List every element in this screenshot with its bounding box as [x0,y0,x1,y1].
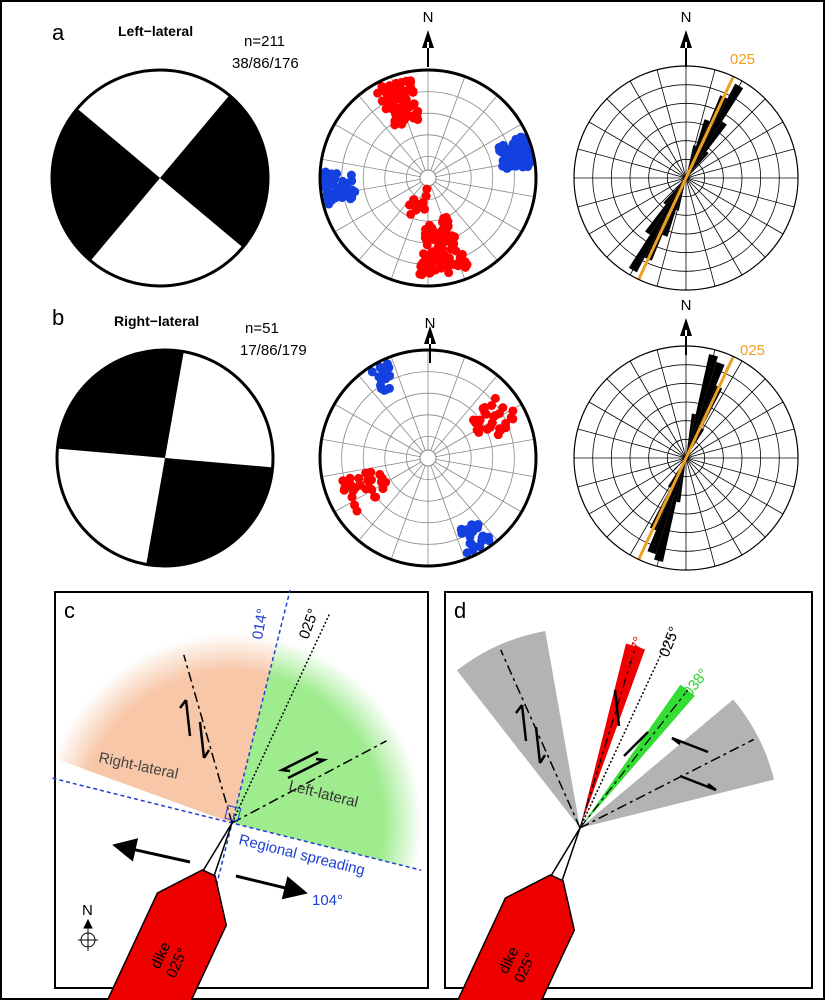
strike-label: 025 [740,342,765,359]
north-label: N [681,297,692,314]
pole-dot [392,110,401,119]
north-label: N [423,9,434,26]
spreading-arrow [236,876,302,892]
angle-label: 025° [656,624,683,659]
pole-dot [378,484,387,493]
pole-dot [468,523,477,532]
count: n=51 [245,320,279,337]
pole-dot [514,160,523,169]
spreading-arrow [118,846,190,862]
pole-dot [436,263,445,272]
pole-dot [413,200,422,209]
pole-dot [491,394,500,403]
pole-dot [466,538,475,547]
panel-label: a [52,20,65,45]
pole-dot [495,146,504,155]
pole-dot [412,110,421,119]
pole-dot [406,210,415,219]
pole-dot [365,483,374,492]
pole-dot [381,385,390,394]
pole-dot [347,171,356,180]
pole-dot [352,507,361,516]
pole-dot [367,475,376,484]
pole-dot [444,268,453,277]
pole-dot [409,88,418,97]
count: n=211 [244,33,285,50]
pole-dot [392,88,401,97]
north-arrow [680,30,692,67]
pole-dot [422,192,431,201]
pole-dot [370,492,379,501]
right-lateral-field [457,631,580,828]
pole-dot [401,87,410,96]
pole-dot [439,214,448,223]
figure: a Left−lateral n=211 38/86/176 N N 025 b… [0,0,825,1000]
north-label: N [681,9,692,26]
angle-label: 017° [623,635,647,669]
pole-dot [509,145,518,154]
compressional-quadrant [146,458,272,566]
pole-dot [428,251,437,260]
pole-dot [440,252,449,261]
pole-dot [498,162,507,171]
pole-dot [382,104,391,113]
pole-dot [406,77,415,86]
pole-dot [496,426,505,435]
pole-dot [428,235,437,244]
pole-dot [390,120,399,129]
dike: dike025° [453,812,615,1000]
pole-dot [474,418,483,427]
pole-dot [321,167,330,176]
pole-dot [378,476,387,485]
panel-title: Right−lateral [114,313,199,329]
pole-dot [491,411,500,420]
pole-dot [421,233,430,242]
mechanism: 38/86/176 [232,55,299,72]
pole-dot [520,142,529,151]
pole-dot [336,191,345,200]
pole-dot [438,244,447,253]
pole-dot [478,531,487,540]
pole-dot [447,245,456,254]
panel-title: Left−lateral [118,23,193,39]
pole-dot [523,162,532,171]
pole-dot [424,265,433,274]
pole-dot [457,529,466,538]
pole-dot [440,225,449,234]
pole-dot [323,194,332,203]
pole-dot [385,371,394,380]
pole-dot [450,232,459,241]
dike-feeder [203,820,237,875]
north-symbol [78,920,98,951]
pole-dot [380,86,389,95]
mechanism: 17/86/179 [240,342,307,359]
north-label: N [82,902,93,919]
north-arrow [422,30,434,67]
pole-dot [342,180,351,189]
panel-d: dike025° [453,631,774,1000]
pole-dot [355,481,364,490]
pole-dot [506,162,515,171]
panel-label: b [52,305,64,330]
pole-dot [405,201,414,210]
pole-dot [479,404,488,413]
panel-label: c [64,598,75,623]
strike-label: 025 [730,51,755,68]
pole-dot [498,403,507,412]
panel-label: d [454,598,466,623]
pole-dot [486,423,495,432]
pole-dot [344,478,353,487]
angle-label: 014° [249,607,271,641]
dike-feeder [551,825,585,880]
compressional-quadrant [57,350,183,458]
panel-c: dike025° [52,590,422,1000]
direction-label: 104° [312,892,343,909]
pole-dot [321,176,330,185]
pole-dot [457,258,466,267]
